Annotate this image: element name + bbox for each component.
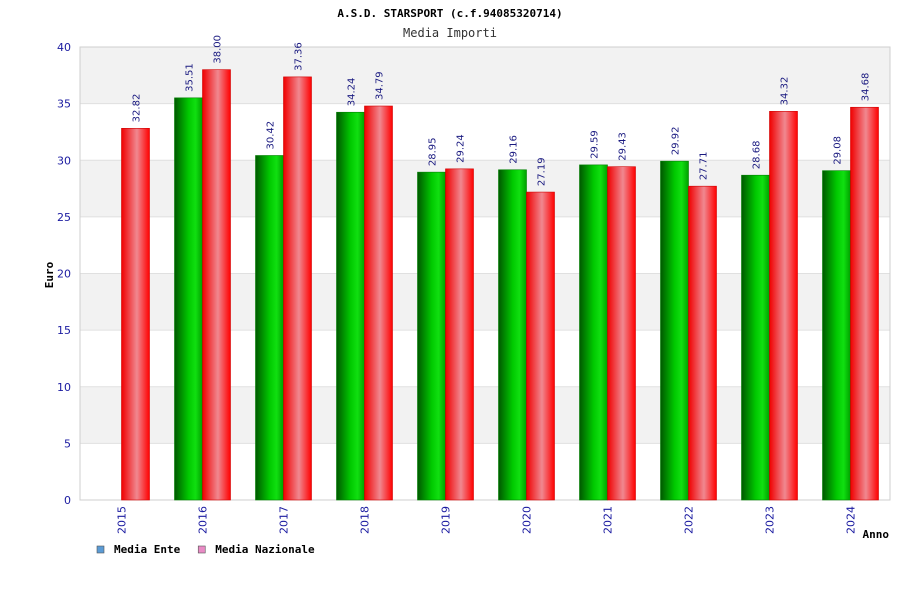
bar-value-label: 35.51 [185, 63, 196, 92]
bar [174, 97, 203, 501]
y-axis-ticks: 0 5 10 15 20 25 30 35 40 [57, 41, 71, 507]
y-tick-label: 5 [64, 437, 71, 450]
bar-value-label: 29.92 [671, 127, 682, 156]
bar [336, 111, 365, 501]
legend-swatch [197, 545, 206, 554]
y-axis-label: Euro [43, 261, 56, 288]
bar-value-label: 38.00 [213, 35, 224, 64]
bar-value-label: 28.68 [752, 141, 763, 170]
bar-value-label: 34.68 [861, 73, 872, 102]
bar-value-label: 34.79 [375, 71, 386, 100]
x-tick-label: 2023 [764, 506, 777, 534]
bar-value-label: 34.24 [347, 78, 358, 107]
chart-title: A.S.D. STARSPORT (c.f.94085320714) [337, 7, 562, 20]
y-tick-label: 35 [57, 98, 71, 111]
x-tick-label: 2017 [278, 506, 291, 534]
bars [121, 69, 879, 501]
bar [364, 105, 393, 501]
legend-label: Media Ente [114, 543, 181, 556]
legend: Media Ente Media Nazionale [96, 543, 315, 556]
bar [202, 69, 231, 501]
bar-value-label: 29.43 [618, 132, 629, 161]
y-tick-label: 0 [64, 494, 71, 507]
bar-value-label: 30.42 [266, 121, 277, 150]
y-tick-label: 40 [57, 41, 71, 54]
x-tick-label: 2024 [845, 506, 858, 534]
bar-value-label: 29.16 [509, 135, 520, 164]
bar [579, 164, 608, 501]
legend-label: Media Nazionale [215, 543, 315, 556]
bar [121, 128, 150, 501]
bar-value-label: 27.19 [537, 157, 548, 186]
y-tick-label: 10 [57, 381, 71, 394]
bar [741, 174, 770, 501]
bar-value-label: 29.59 [590, 130, 601, 159]
y-tick-label: 15 [57, 324, 71, 337]
bar [417, 171, 446, 501]
bar [607, 166, 636, 501]
bar-value-label: 29.08 [833, 136, 844, 165]
bar-value-label: 28.95 [428, 138, 439, 167]
bar-value-label: 32.82 [132, 94, 143, 123]
y-tick-label: 20 [57, 268, 71, 281]
plot-border [79, 46, 891, 501]
bar [850, 106, 879, 501]
bar-value-label: 27.71 [699, 152, 710, 181]
bar [769, 111, 798, 501]
x-tick-label: 2018 [359, 506, 372, 534]
y-tick-label: 25 [57, 211, 71, 224]
x-tick-label: 2016 [197, 506, 210, 534]
bar [660, 160, 689, 501]
x-tick-label: 2021 [602, 506, 615, 534]
bar-value-label: 37.36 [294, 42, 305, 71]
y-tick-label: 30 [57, 154, 71, 167]
x-axis-label: Anno [863, 528, 890, 541]
x-tick-label: 2019 [440, 506, 453, 534]
bar [445, 168, 474, 501]
x-axis-ticks: 2015 2016 2017 2018 2019 2020 2021 2022 2023 2024 [116, 506, 858, 534]
x-tick-label: 2020 [521, 506, 534, 534]
bar-labels: 32.82 35.51 38.00 30.42 37.36 34.24 34.79 28.95… [132, 35, 872, 186]
x-tick-label: 2022 [683, 506, 696, 534]
bar [688, 185, 717, 501]
bar [283, 76, 312, 501]
plot-band [80, 47, 890, 104]
bar [255, 155, 284, 501]
bar [498, 169, 527, 501]
bar [526, 191, 555, 501]
legend-swatch [96, 545, 105, 554]
chart-subtitle: Media Importi [403, 26, 497, 40]
bar-value-label: 34.32 [780, 77, 791, 106]
bar [822, 170, 851, 501]
x-tick-label: 2015 [116, 506, 129, 534]
bar-value-label: 29.24 [456, 134, 467, 163]
